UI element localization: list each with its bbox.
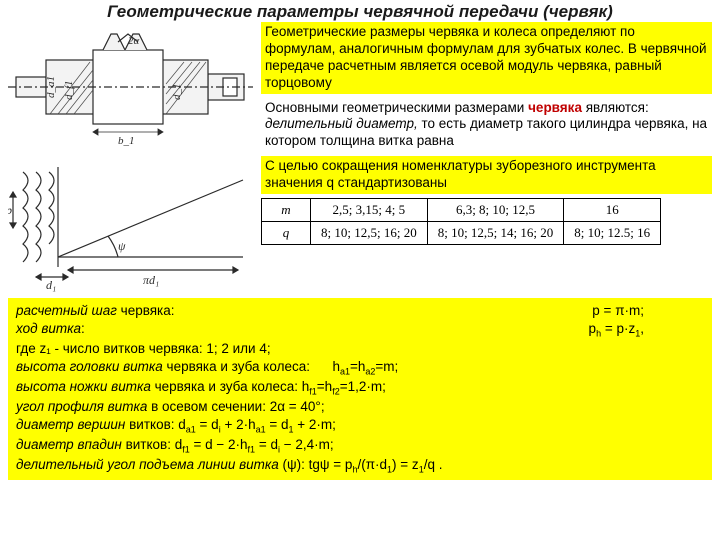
t: /(π·d xyxy=(357,457,387,472)
worm-angle-diagram: p ψ d₁ πd₁ xyxy=(8,152,253,292)
t: =h xyxy=(317,379,332,394)
t: /q . xyxy=(424,457,443,472)
t: = d xyxy=(196,417,219,432)
page-title: Геометрические параметры червячной перед… xyxy=(0,0,720,22)
t: + 2·h xyxy=(221,417,256,432)
t: ход витка xyxy=(16,321,81,336)
t: + 2·m; xyxy=(294,417,336,432)
paragraph-3: С целью сокращения номенклатуры зуборезн… xyxy=(261,156,712,194)
t: : xyxy=(81,321,85,336)
cell: 8; 10; 12,5; 16; 20 xyxy=(311,221,428,244)
t: расчетный шаг xyxy=(16,303,117,318)
t: f1 xyxy=(182,445,190,455)
t: ph = p·z1, xyxy=(589,320,704,340)
t: f1 xyxy=(309,387,317,397)
formula-line: расчетный шаг червяка: p = π·m; xyxy=(16,302,704,320)
svg-text:2α: 2α xyxy=(128,35,140,47)
t: a1 xyxy=(186,425,196,435)
table-row: m 2,5; 3,15; 4; 5 6,3; 8; 10; 12,5 16 xyxy=(262,198,661,221)
t: делительный угол подъема линии витка xyxy=(16,457,279,472)
t: диаметр вершин xyxy=(16,417,125,432)
t: a2 xyxy=(365,367,375,377)
p2-c: делительный диаметр, xyxy=(265,116,418,131)
table-row: q 8; 10; 12,5; 16; 20 8; 10; 12,5; 14; 1… xyxy=(262,221,661,244)
cell: 6,3; 8; 10; 12,5 xyxy=(427,198,564,221)
t: f1 xyxy=(248,445,256,455)
formula-line: где z₁ - число витков червяка: 1; 2 или … xyxy=(16,340,704,358)
t: f2 xyxy=(332,387,340,397)
cell: 8; 10; 12,5; 14; 16; 20 xyxy=(427,221,564,244)
t: червяка и зуба колеса: xyxy=(163,359,310,374)
t: p = π·m; xyxy=(592,302,704,320)
t: червяка и зуба колеса: h xyxy=(151,379,309,394)
t: p xyxy=(589,321,597,336)
t: витков: d xyxy=(122,437,182,452)
t: витков: d xyxy=(125,417,185,432)
t: h xyxy=(310,359,340,374)
formula-line: высота ножки витка червяка и зуба колеса… xyxy=(16,378,704,398)
svg-text:b_1: b_1 xyxy=(118,135,135,147)
mq-table: m 2,5; 3,15; 4; 5 6,3; 8; 10; 12,5 16 q … xyxy=(261,198,661,245)
t: (ψ): tgψ = p xyxy=(279,457,353,472)
formula-line: делительный угол подъема линии витка (ψ)… xyxy=(16,456,704,476)
svg-text:d₁: d₁ xyxy=(46,278,56,292)
t: = d − 2·h xyxy=(190,437,248,452)
formula-line: диаметр впадин витков: df1 = d − 2·hf1 =… xyxy=(16,436,704,456)
formula-line: диаметр вершин витков: da1 = di + 2·ha1 … xyxy=(16,416,704,436)
paragraph-1: Геометрические размеры червяка и колеса … xyxy=(261,22,712,94)
t: червяка: xyxy=(117,303,175,318)
cell-m-label: m xyxy=(262,198,311,221)
worm-section-diagram: 2α d_a1 d_f1 d_1 b_1 xyxy=(8,22,253,152)
formula-line: ход витка: ph = p·z1, xyxy=(16,320,704,340)
paragraph-2: Основными геометрическими размерами черв… xyxy=(261,98,712,153)
cell: 2,5; 3,15; 4; 5 xyxy=(311,198,428,221)
t: угол профиля витка xyxy=(16,399,147,414)
svg-text:d_1: d_1 xyxy=(171,84,183,101)
t: a1 xyxy=(340,367,350,377)
t: − 2,4·m; xyxy=(280,437,334,452)
formula-line: высота головки витка червяка и зуба коле… xyxy=(16,358,704,378)
top-row: 2α d_a1 d_f1 d_1 b_1 xyxy=(0,22,720,292)
t: в осевом сечении: 2α = 40°; xyxy=(147,399,324,414)
t: высота ножки витка xyxy=(16,379,151,394)
t: , xyxy=(640,321,644,336)
t: диаметр впадин xyxy=(16,437,122,452)
t: = p·z xyxy=(601,321,635,336)
t: = d xyxy=(266,417,289,432)
svg-text:ψ: ψ xyxy=(118,239,126,253)
cell-q-label: q xyxy=(262,221,311,244)
t: =1,2·m; xyxy=(340,379,386,394)
formulas-block: расчетный шаг червяка: p = π·m; ход витк… xyxy=(8,298,712,480)
t: =m; xyxy=(375,359,398,374)
svg-text:πd₁: πd₁ xyxy=(143,273,159,287)
text-column: Геометрические размеры червяка и колеса … xyxy=(253,22,712,292)
t: высота головки витка xyxy=(16,359,163,374)
cell: 8; 10; 12.5; 16 xyxy=(564,221,661,244)
p2-red: червяка xyxy=(528,100,582,115)
t: =h xyxy=(350,359,365,374)
p2-a: Основными геометрическими размерами xyxy=(265,100,528,115)
svg-text:d_f1: d_f1 xyxy=(63,80,75,100)
diagrams-column: 2α d_a1 d_f1 d_1 b_1 xyxy=(8,22,253,292)
p2-b: являются: xyxy=(582,100,649,115)
t: = d xyxy=(255,437,278,452)
formula-line: угол профиля витка в осевом сечении: 2α … xyxy=(16,398,704,416)
svg-text:p: p xyxy=(8,203,12,217)
svg-text:d_a1: d_a1 xyxy=(45,76,57,98)
cell: 16 xyxy=(564,198,661,221)
t: ) = z xyxy=(392,457,419,472)
t: a1 xyxy=(256,425,266,435)
